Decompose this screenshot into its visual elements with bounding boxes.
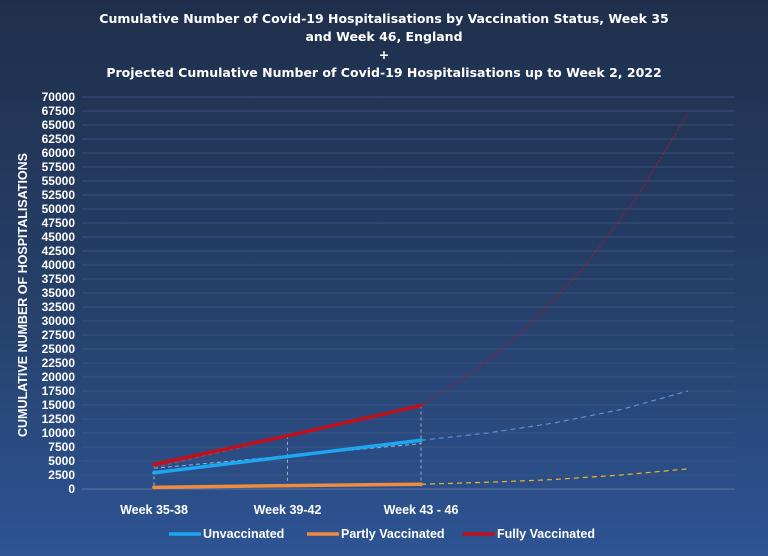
y-tick-label-23: 57500 <box>42 160 76 174</box>
grid <box>82 96 735 490</box>
chart-title-line-2: and Week 46, England <box>305 29 463 44</box>
series-lines <box>152 403 423 490</box>
y-tick-label-3: 7500 <box>48 440 75 454</box>
data-point-2-2 <box>419 403 423 408</box>
y-tick-label-1: 2500 <box>48 468 75 482</box>
y-tick-label-7: 17500 <box>42 384 76 398</box>
y-tick-label-16: 40000 <box>42 258 76 272</box>
x-tick-label-0: Week 35-38 <box>120 503 188 517</box>
chart-title-line-4: Projected Cumulative Number of Covid-19 … <box>106 65 662 80</box>
projection-line-2 <box>420 113 689 406</box>
y-axis-ticks: 0250050007500100001250015000175002000022… <box>42 90 76 496</box>
x-tick-label-2: Week 43 - 46 <box>384 503 459 517</box>
legend: Unvaccinated Partly Vaccinated Fully Vacci… <box>169 527 595 541</box>
y-tick-label-24: 60000 <box>42 146 76 160</box>
y-tick-label-25: 62500 <box>42 132 76 146</box>
data-point-2-1 <box>285 434 290 438</box>
data-point-0-0 <box>152 470 156 475</box>
legend-label-1: Partly Vaccinated <box>341 527 445 541</box>
legend-label-2: Fully Vaccinated <box>497 527 595 541</box>
projection-lines <box>420 113 689 485</box>
y-tick-label-15: 37500 <box>42 272 76 286</box>
y-tick-label-22: 55000 <box>42 174 76 188</box>
trend-line-1 <box>153 404 422 469</box>
y-tick-label-5: 12500 <box>42 412 76 426</box>
data-point-2-0 <box>152 462 156 467</box>
y-tick-label-8: 20000 <box>42 370 76 384</box>
x-axis-ticks: Week 35-38 Week 39-42 Week 43 - 46 <box>120 503 458 517</box>
y-tick-label-11: 27500 <box>42 328 76 342</box>
projection-line-0 <box>420 390 689 441</box>
y-tick-label-19: 47500 <box>42 216 76 230</box>
y-tick-label-2: 5000 <box>48 454 75 468</box>
y-tick-label-27: 67500 <box>42 104 76 118</box>
data-point-0-2 <box>419 438 423 443</box>
data-point-0-1 <box>285 454 290 459</box>
chart-title-line-3: + <box>378 47 390 62</box>
x-tick-label-1: Week 39-42 <box>254 503 322 517</box>
data-point-1-1 <box>285 483 290 488</box>
y-tick-label-17: 42500 <box>42 244 76 258</box>
y-tick-label-12: 30000 <box>42 314 76 328</box>
y-tick-label-4: 10000 <box>42 426 76 440</box>
projection-line-1 <box>420 468 689 485</box>
chart-title-line-1: Cumulative Number of Covid-19 Hospitalis… <box>99 11 669 26</box>
y-tick-label-10: 25000 <box>42 342 76 356</box>
chart-title: Cumulative Number of Covid-19 Hospitalis… <box>0 10 768 82</box>
y-tick-label-9: 22500 <box>42 356 76 370</box>
data-point-1-2 <box>419 482 423 487</box>
y-tick-label-13: 32500 <box>42 300 76 314</box>
y-axis-label: CUMULATIVE NUMBER OF HOSPITALISATIONS <box>16 153 30 437</box>
y-tick-label-21: 52500 <box>42 188 76 202</box>
data-point-1-0 <box>152 485 156 490</box>
y-tick-label-20: 50000 <box>42 202 76 216</box>
y-tick-label-26: 65000 <box>42 118 76 132</box>
y-tick-label-28: 70000 <box>42 90 76 104</box>
y-tick-label-18: 45000 <box>42 230 76 244</box>
y-tick-label-14: 35000 <box>42 286 76 300</box>
category-guides <box>153 405 422 489</box>
y-tick-label-6: 15000 <box>42 398 76 412</box>
y-tick-label-0: 0 <box>68 482 75 496</box>
legend-label-0: Unvaccinated <box>203 527 284 541</box>
